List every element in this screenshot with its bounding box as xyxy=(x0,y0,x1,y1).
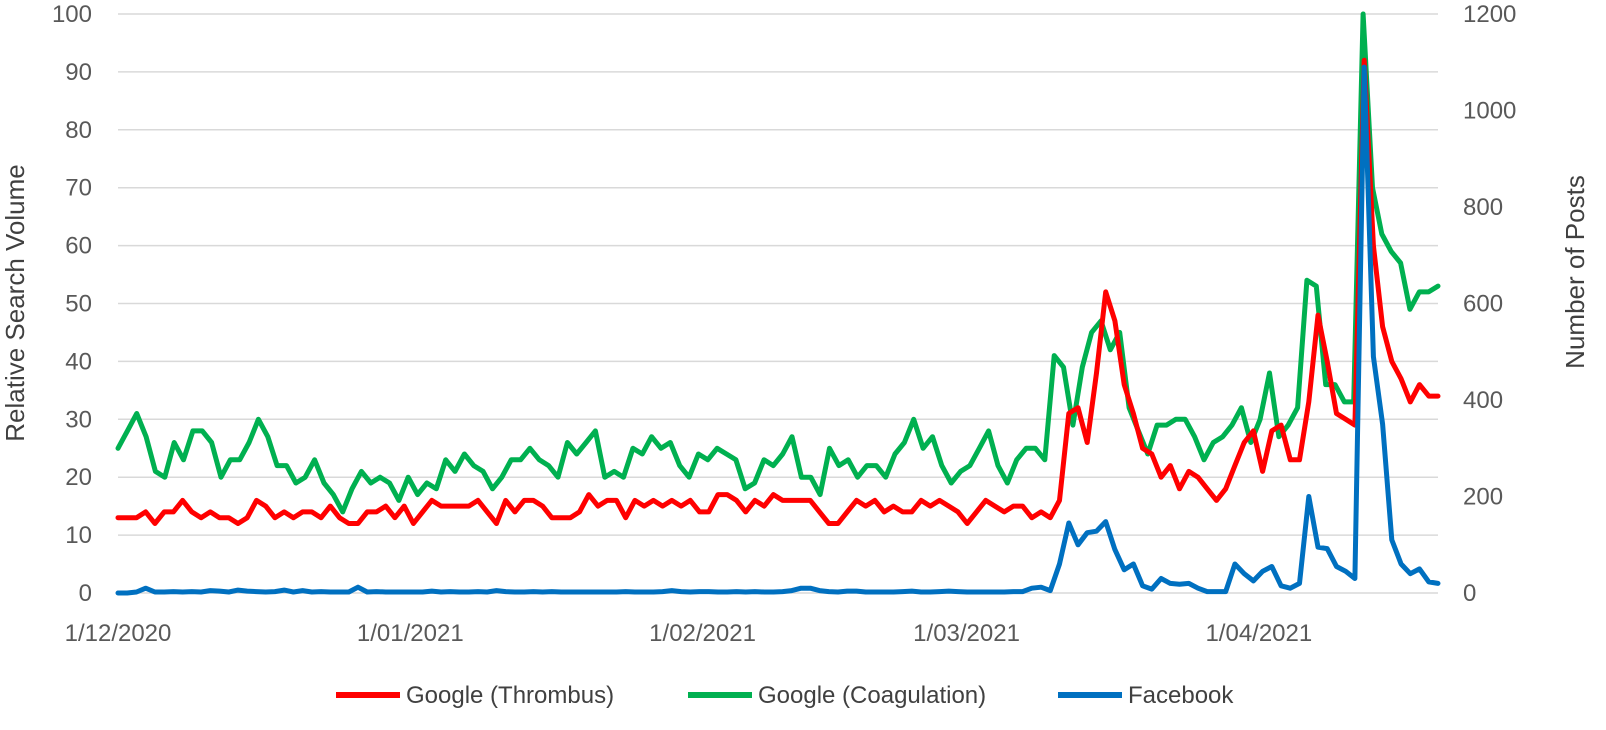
y-left-tick-label: 100 xyxy=(52,1,92,28)
series-line-facebook xyxy=(115,64,1441,596)
y-right-tick-label: 200 xyxy=(1463,484,1503,511)
y-left-axis-title: Relative Search Volume xyxy=(0,164,30,441)
y-right-tick-label: 0 xyxy=(1463,580,1476,607)
x-tick-label: 1/12/2020 xyxy=(65,620,172,647)
y-left-tick-label: 80 xyxy=(65,117,92,144)
gridlines xyxy=(118,13,1438,594)
legend: Google (Thrombus) Google (Coagulation) Fac… xyxy=(336,682,1234,709)
y-left-tick-label: 70 xyxy=(65,175,92,202)
left-axis-ticks: 0 10 20 30 40 50 60 70 80 90 100 xyxy=(52,1,92,607)
legend-label: Google (Thrombus) xyxy=(406,682,614,709)
y-right-tick-label: 800 xyxy=(1463,194,1503,221)
y-left-tick-label: 0 xyxy=(79,580,92,607)
series-lines xyxy=(115,11,1441,596)
y-left-tick-label: 50 xyxy=(65,291,92,318)
y-left-tick-label: 90 xyxy=(65,59,92,86)
y-right-tick-label: 1200 xyxy=(1463,1,1516,28)
y-right-tick-label: 600 xyxy=(1463,291,1503,318)
y-left-tick-label: 40 xyxy=(65,348,92,375)
y-right-tick-label: 1000 xyxy=(1463,98,1516,125)
y-right-tick-label: 400 xyxy=(1463,387,1503,414)
x-axis-ticks: 1/12/2020 1/01/2021 1/02/2021 1/03/2021 1/04… xyxy=(65,620,1313,647)
x-tick-label: 1/01/2021 xyxy=(357,620,464,647)
y-left-tick-label: 30 xyxy=(65,406,92,433)
right-axis-ticks: 0 200 400 600 800 1000 1200 xyxy=(1463,1,1516,607)
legend-item: Google (Coagulation) xyxy=(688,682,986,709)
legend-item: Google (Thrombus) xyxy=(336,682,614,709)
x-tick-label: 1/03/2021 xyxy=(913,620,1020,647)
legend-label: Google (Coagulation) xyxy=(758,682,986,709)
legend-item: Facebook xyxy=(1058,682,1234,709)
y-right-axis-title: Number of Posts xyxy=(1560,175,1590,369)
y-left-tick-label: 10 xyxy=(65,522,92,549)
series-line-google-coagulation xyxy=(115,11,1441,515)
y-left-tick-label: 20 xyxy=(65,464,92,491)
legend-label: Facebook xyxy=(1128,682,1234,709)
x-tick-label: 1/04/2021 xyxy=(1205,620,1312,647)
y-left-tick-label: 60 xyxy=(65,233,92,260)
x-tick-label: 1/02/2021 xyxy=(649,620,756,647)
series-line-google-thrombus xyxy=(115,57,1441,526)
